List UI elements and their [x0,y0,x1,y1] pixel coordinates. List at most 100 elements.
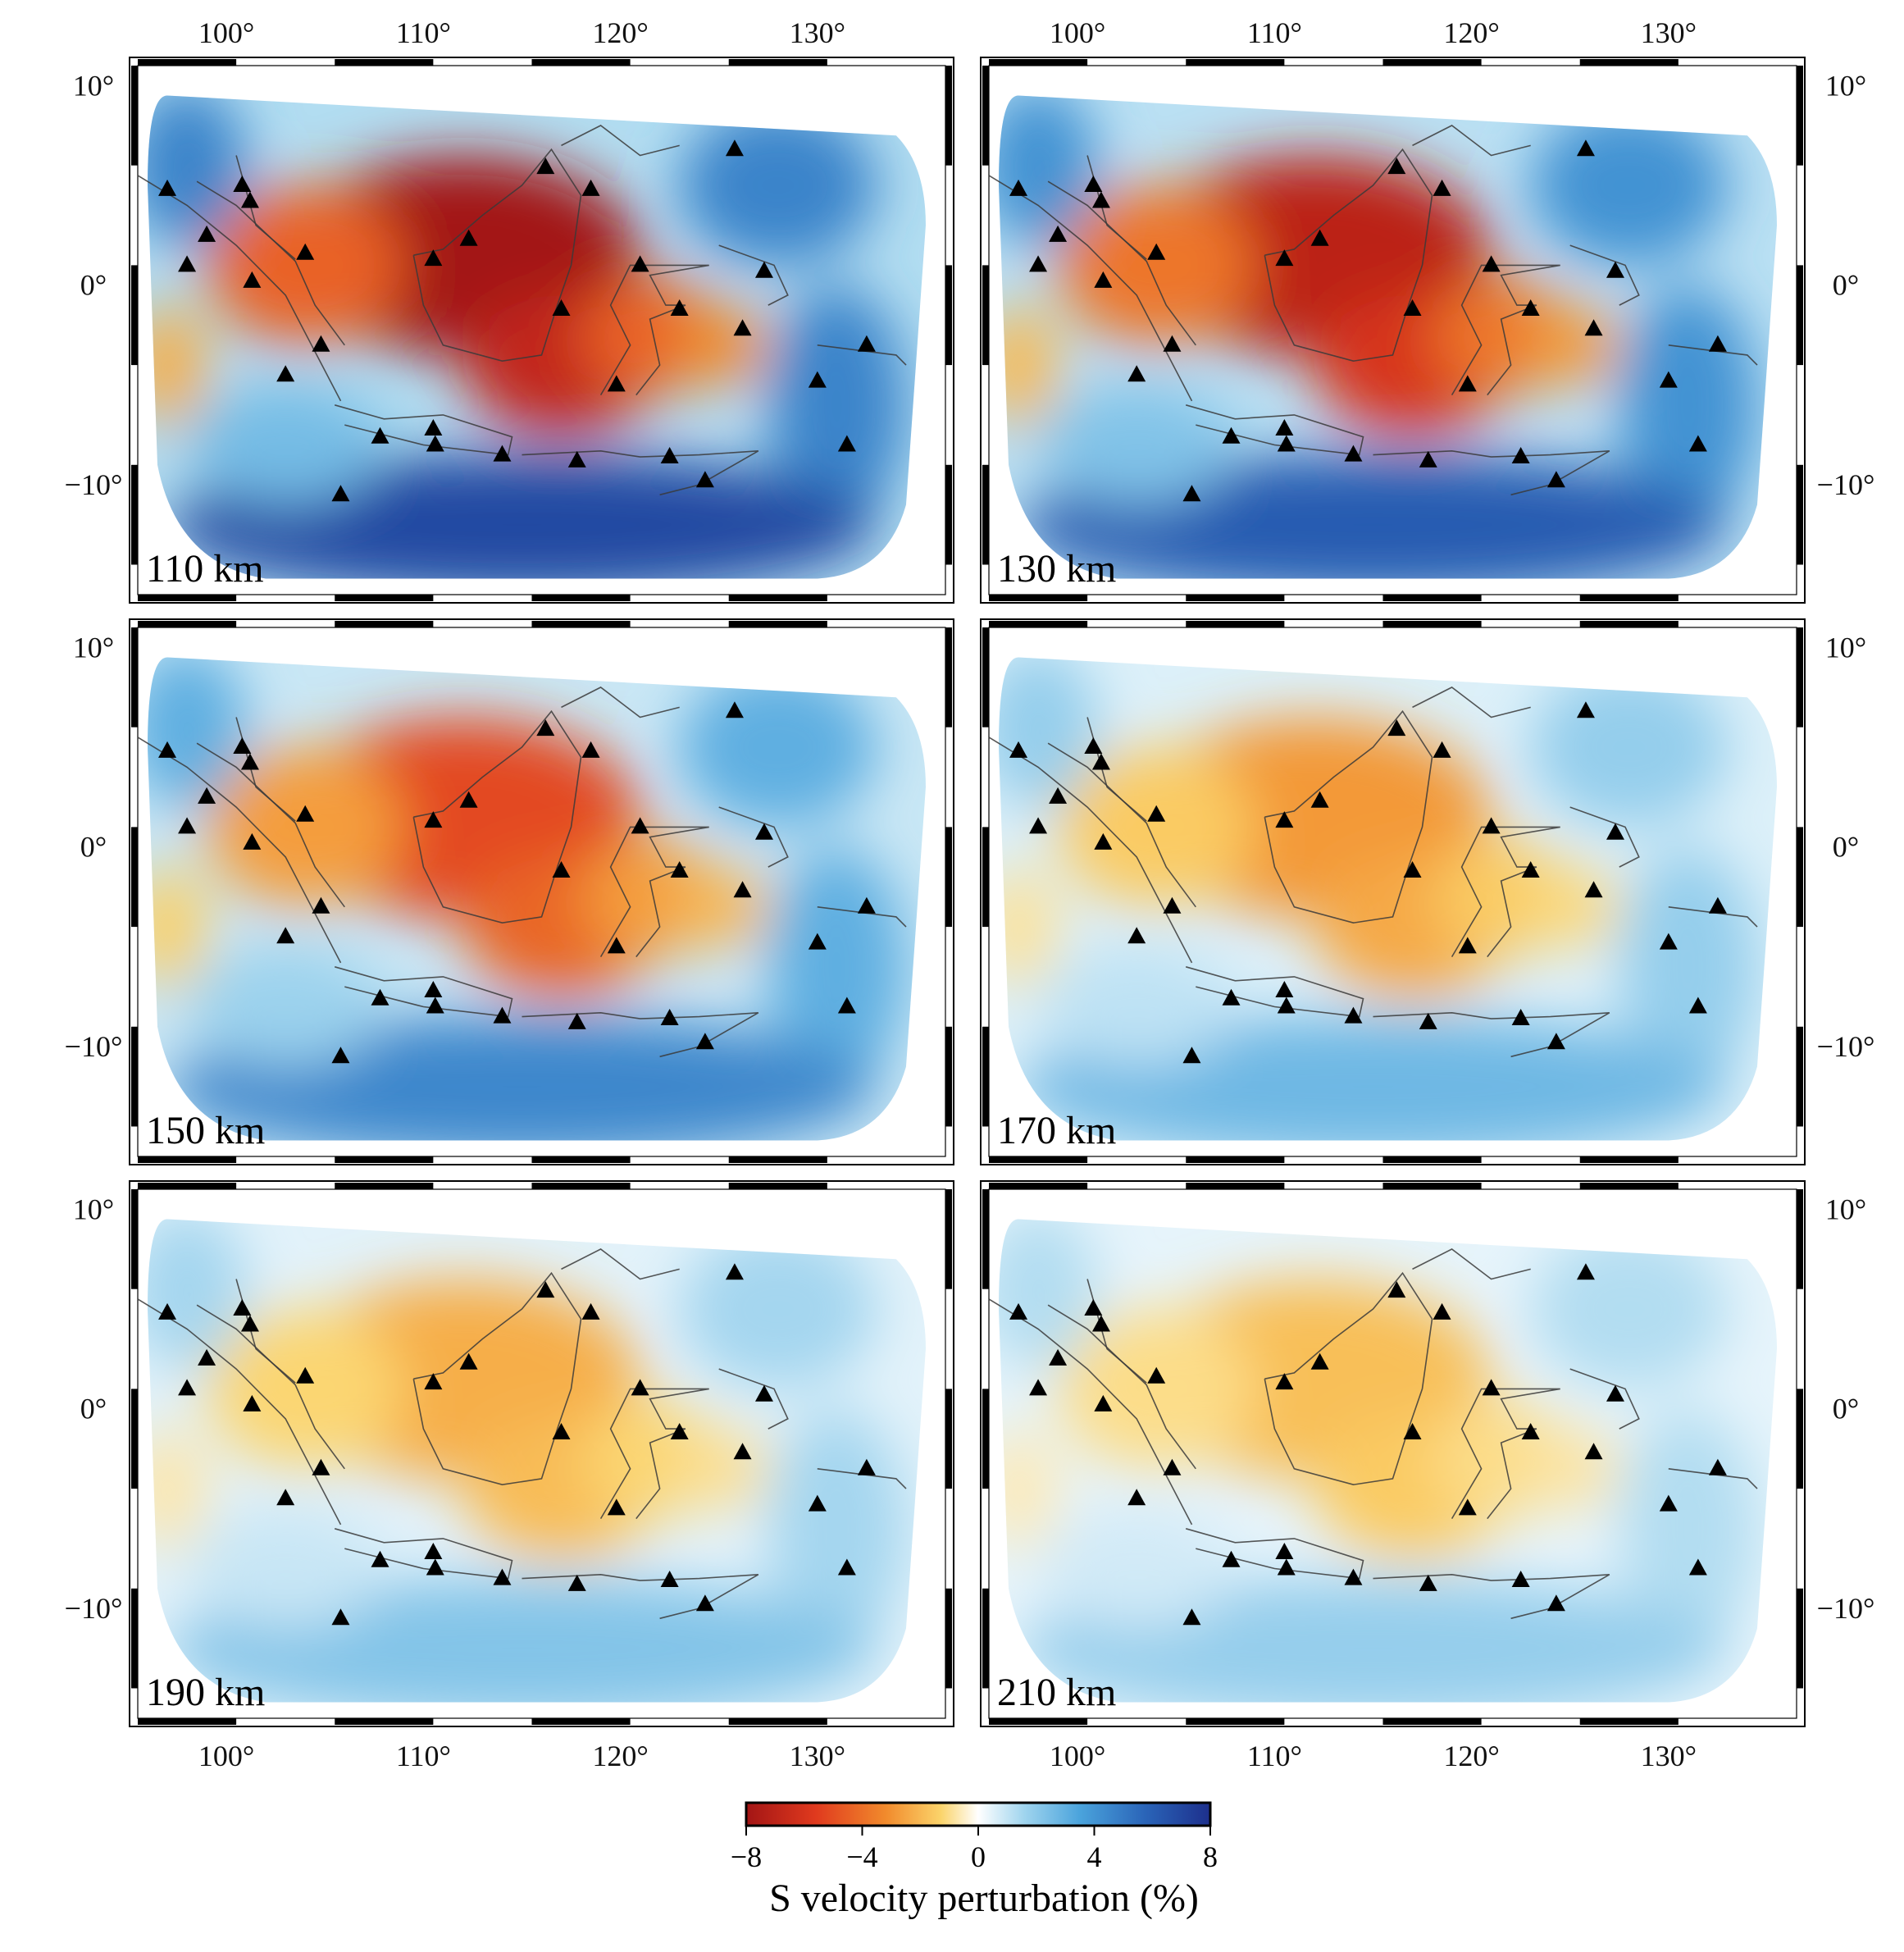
station-triangle-icon [1546,471,1565,488]
station-triangle-icon [1084,176,1103,193]
station-triangle-icon [733,319,752,336]
lon-tick-label: 120° [1443,16,1499,49]
station-triangle-icon [1606,261,1624,278]
frame-mark [1797,1026,1803,1127]
station-triangle-icon [1182,1608,1201,1626]
lon-tick-label: 100° [198,1740,254,1772]
lon-tick-label: 110° [396,1740,451,1772]
lat-tick-label: −10° [65,1030,123,1063]
station-triangle-icon [1688,435,1707,452]
frame-mark [1382,595,1482,601]
coastline [1668,1468,1758,1489]
coastline [599,1388,709,1520]
coastline [1668,344,1758,366]
frame-mark [1186,1718,1285,1725]
station-triangle-icon [1403,1422,1422,1439]
frame-mark [982,265,989,366]
coastline [1047,742,1196,908]
station-triangle-icon [1708,1458,1727,1475]
frame-mark [1186,595,1285,601]
lon-tick-label: 130° [790,16,845,49]
coastline [334,1528,513,1580]
station-triangle-icon [331,485,350,502]
station-triangle-icon [631,1379,649,1396]
depth-label: 190 km [146,1671,265,1714]
station-triangle-icon [1606,823,1624,840]
anomaly-blob [999,1219,1098,1370]
station-triangle-icon [837,1558,856,1576]
frame-mark [945,827,952,928]
frame-mark [131,1389,138,1489]
station-triangle-icon [1458,375,1477,392]
station-triangle-icon [857,1458,876,1475]
station-triangle-icon [1521,299,1540,316]
station-triangle-icon [459,229,478,246]
anomaly-blob [679,105,877,266]
station-triangle-icon [552,860,571,878]
station-triangle-icon [1606,1384,1624,1402]
station-triangle-icon [158,741,177,758]
station-triangle-icon [581,1302,600,1320]
station-triangle-icon [1511,447,1530,464]
frame-mark [1579,621,1679,627]
station-triangle-icon [725,1263,744,1280]
coastline [718,1368,789,1430]
lat-tick-label: 0° [80,1393,107,1425]
station-triangle-icon [581,741,600,758]
station-triangle-icon [1009,741,1028,758]
station-triangle-icon [1275,1542,1294,1559]
station-triangle-icon [1708,335,1727,352]
coastline [334,404,513,456]
colorbar-tick-label: −4 [846,1840,877,1873]
station-triangle-icon [312,335,330,352]
lon-tick-label: 110° [1247,1740,1302,1772]
frame-mark [138,59,237,66]
station-triangle-icon [808,933,827,950]
station-triangle-icon [1094,1394,1113,1412]
station-triangle-icon [1163,335,1182,352]
colorbar-tick-label: −8 [731,1840,762,1873]
lat-tick-label: −10° [65,468,123,501]
lon-tick-label: 100° [1050,16,1105,49]
station-triangle-icon [493,1568,512,1585]
panel-frame [980,57,1806,604]
coastline [1185,1528,1364,1580]
station-triangle-icon [1222,1550,1241,1567]
lat-tick-label: 0° [1833,1393,1859,1425]
frame-mark [982,1588,989,1689]
coastline [1185,966,1364,1018]
map-panel: 190 km 100° 110° 120° 130° 10° 0° −10° [65,1180,954,1772]
frame-mark [1797,1389,1803,1489]
colorbar-tick-label: 4 [1087,1840,1102,1873]
station-triangle-icon [808,371,827,388]
station-triangle-icon [1584,1443,1603,1460]
lat-tick-label: 10° [73,631,114,664]
coastline [196,1304,345,1470]
station-triangle-icon [631,817,649,834]
station-triangle-icon [695,471,714,488]
frame-mark [982,827,989,928]
lat-tick-label: 0° [80,269,107,302]
coastlines [988,1248,1758,1620]
station-triangle-icon [607,937,626,954]
station-triangle-icon [1277,997,1296,1014]
station-triangle-icon [158,179,177,196]
frame-mark [945,627,952,727]
stations [158,701,876,1064]
station-triangle-icon [1708,896,1727,914]
coastline [412,709,582,924]
anomaly-blob [1520,867,1619,947]
frame-mark [728,621,827,627]
station-triangle-icon [1521,1422,1540,1439]
station-triangle-icon [660,1009,679,1026]
stations [1009,701,1727,1064]
station-triangle-icon [552,1422,571,1439]
station-triangle-icon [1433,179,1451,196]
frame-mark [1797,827,1803,928]
depth-label: 150 km [146,1109,265,1152]
anomaly-blob [148,95,247,246]
frame-mark [728,1718,827,1725]
station-triangle-icon [1387,719,1406,737]
station-triangle-icon [371,1550,389,1567]
station-triangle-icon [1147,1366,1166,1384]
